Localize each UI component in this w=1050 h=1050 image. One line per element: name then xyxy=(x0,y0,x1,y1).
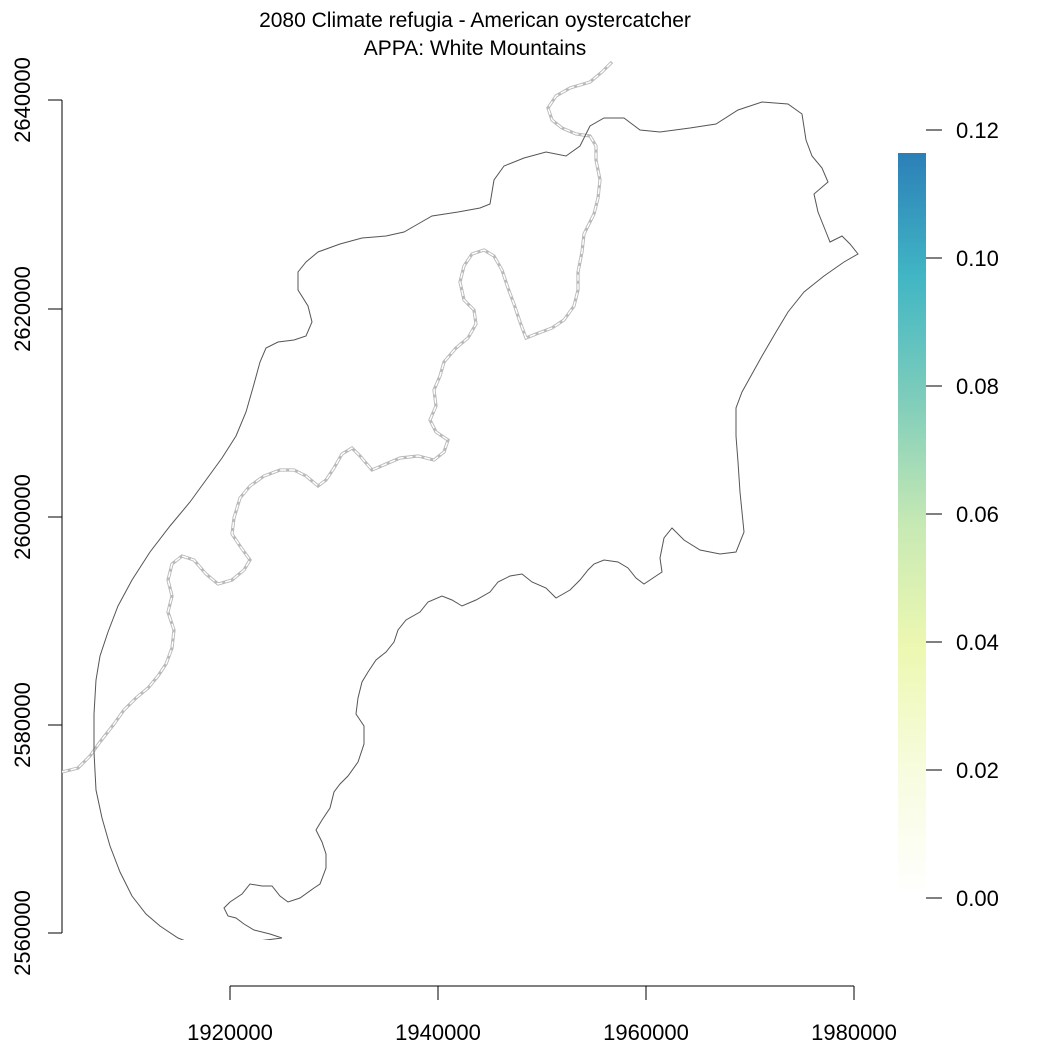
region-boundary xyxy=(93,101,859,940)
legend-tick-label: 0.08 xyxy=(956,374,999,399)
y-axis: 2560000 2580000 2600000 2620000 2640000 xyxy=(10,57,63,976)
y-tick-label: 2640000 xyxy=(10,57,35,143)
x-tick-label: 1920000 xyxy=(187,1020,273,1045)
x-tick-label: 1980000 xyxy=(811,1020,897,1045)
legend-tick-label: 0.04 xyxy=(956,630,999,655)
legend-tick-label: 0.10 xyxy=(956,246,999,271)
state-border-inner xyxy=(62,61,613,773)
legend-colorbar xyxy=(898,153,926,896)
y-tick-label: 2600000 xyxy=(10,474,35,560)
y-tick-label: 2560000 xyxy=(10,890,35,976)
y-tick-label: 2580000 xyxy=(10,682,35,768)
state-border-outline xyxy=(62,60,614,774)
legend-tick-label: 0.12 xyxy=(956,118,999,143)
legend-tick-label: 0.02 xyxy=(956,758,999,783)
map-title: 2080 Climate refugia - American oysterca… xyxy=(259,9,691,32)
x-axis: 1920000 1940000 1960000 1980000 xyxy=(187,985,897,1045)
legend-tick-label: 0.06 xyxy=(956,502,999,527)
map-subtitle: APPA: White Mountains xyxy=(364,37,587,60)
x-tick-label: 1960000 xyxy=(603,1020,689,1045)
legend-tick-label: 0.00 xyxy=(956,886,999,911)
y-tick-label: 2620000 xyxy=(10,266,35,352)
legend: 0.00 0.02 0.04 0.06 0.08 0.10 0.12 xyxy=(898,118,999,911)
map-area xyxy=(62,60,859,940)
x-tick-label: 1940000 xyxy=(395,1020,481,1045)
state-border xyxy=(62,60,614,774)
